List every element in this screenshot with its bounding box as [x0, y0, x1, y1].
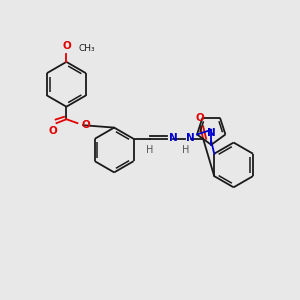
Text: N: N: [186, 133, 195, 142]
Text: O: O: [81, 120, 90, 130]
Text: N: N: [207, 128, 216, 138]
Text: H: H: [182, 145, 190, 155]
Text: O: O: [62, 41, 71, 51]
Text: CH₃: CH₃: [79, 44, 96, 53]
Text: H: H: [146, 146, 154, 155]
Text: O: O: [48, 126, 57, 136]
Text: N: N: [169, 133, 178, 142]
Text: O: O: [196, 113, 205, 123]
